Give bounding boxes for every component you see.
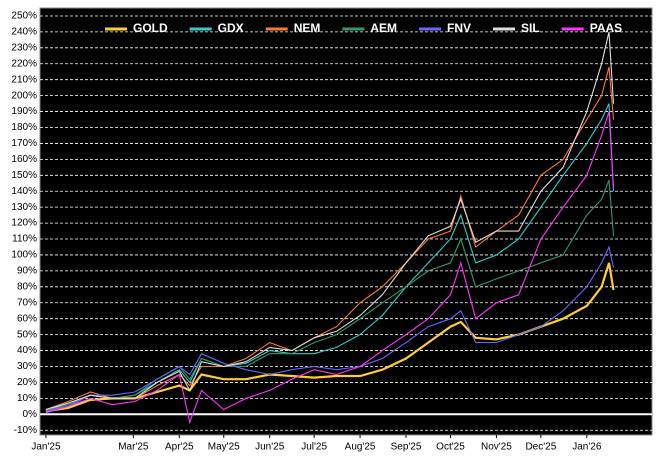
legend-label: PAAS [590,21,622,35]
y-tick-label: 120% [11,218,37,229]
y-tick-label: 80% [17,281,37,292]
x-tick-label: Jan'26 [572,442,602,453]
y-tick-label: 160% [11,154,37,165]
y-tick-label: 0% [23,409,38,420]
y-tick-label: 130% [11,202,37,213]
plot-area [39,7,653,436]
legend-label: AEM [370,21,397,35]
y-tick-label: 230% [11,42,37,53]
x-tick-label: Jun'25 [255,442,285,453]
x-tick-label: May'25 [208,442,240,453]
y-tick-label: 40% [17,345,37,356]
legend-label: FNV [447,21,471,35]
y-tick-label: 200% [11,90,37,101]
legend-label: SIL [521,21,540,35]
line [45,111,615,425]
y-tick-label: 170% [11,138,37,149]
y-tick-label: 140% [11,186,37,197]
y-tick-label: 210% [11,74,37,85]
legend-label: GDX [218,21,244,35]
legend-label: NEM [294,21,321,35]
x-tick-label: Oct'25 [436,442,465,453]
x-tick-label: Jul'25 [301,442,327,453]
x-tick-label: Nov'25 [481,442,512,453]
line [45,245,615,412]
y-tick-label: 240% [11,27,37,38]
y-tick-label: 150% [11,170,37,181]
y-tick-label: -10% [14,425,37,436]
y-tick-label: 110% [12,234,37,245]
line [45,66,615,411]
y-tick-label: 30% [17,361,37,372]
y-tick-label: 180% [11,122,37,133]
x-tick-label: Jan'25 [31,442,61,453]
x-tick-label: Apr'25 [165,442,194,453]
x-tick-label: Dec'25 [525,442,556,453]
y-tick-label: 10% [17,393,37,404]
y-tick-label: 50% [17,329,37,340]
y-tick-label: 190% [11,106,37,117]
legend-label: GOLD [133,21,168,35]
y-tick-label: 70% [17,297,37,308]
x-tick-label: Mar'25 [118,442,149,453]
x-tick-label: Sep'25 [391,442,422,453]
x-tick-label: Aug'25 [345,442,376,453]
line [45,262,615,413]
y-tick-label: 100% [11,250,37,261]
y-tick-label: 60% [17,313,37,324]
y-tick-label: 20% [17,377,37,388]
line [45,31,615,411]
y-tick-label: 250% [11,11,37,22]
y-tick-label: 220% [11,58,37,69]
y-tick-label: 90% [17,266,37,277]
